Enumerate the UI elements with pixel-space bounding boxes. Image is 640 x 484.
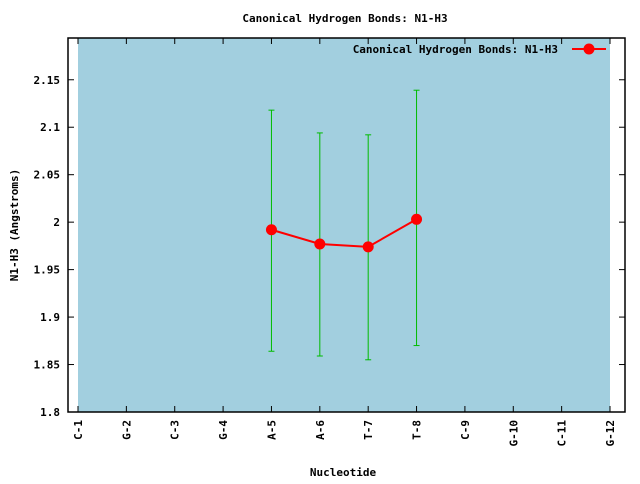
y-tick-label: 1.95 [34, 264, 61, 277]
data-point [411, 213, 423, 225]
y-axis: 1.8 1.85 1.9 1.95 2 2.05 2.1 2.15 [34, 74, 625, 419]
x-tick-label: G-4 [217, 420, 230, 440]
x-tick-label: G-2 [120, 420, 133, 440]
y-tick-label: 2.15 [34, 74, 61, 87]
y-tick-label: 1.8 [40, 406, 60, 419]
x-tick-label: C-1 [72, 420, 85, 440]
legend-marker [583, 43, 595, 55]
y-tick-label: 2.1 [40, 121, 60, 134]
y-tick-label: 2.05 [34, 169, 61, 182]
x-axis: C-1 G-2 C-3 G-4 A-5 A-6 T-7 T-8 C-9 G-10 C-11 G-12 [72, 38, 617, 447]
y-tick-label: 1.9 [40, 311, 60, 324]
data-point [314, 238, 326, 250]
series-layer [265, 89, 423, 361]
x-tick-label: C-3 [169, 420, 182, 440]
data-point [362, 241, 374, 253]
x-axis-label: Nucleotide [310, 466, 377, 479]
x-tick-label: T-8 [411, 420, 424, 440]
legend: Canonical Hydrogen Bonds: N1-H3 [353, 43, 606, 56]
data-point [265, 224, 277, 236]
y-axis-label: N1-H3 (Angstroms) [8, 169, 21, 282]
x-tick-label: C-9 [459, 420, 472, 440]
chart-title: Canonical Hydrogen Bonds: N1-H3 [242, 12, 447, 25]
legend-label: Canonical Hydrogen Bonds: N1-H3 [353, 43, 558, 56]
x-tick-label: A-6 [314, 420, 327, 440]
x-tick-label: T-7 [362, 420, 375, 440]
y-tick-label: 1.85 [34, 359, 61, 372]
y-tick-label: 2 [53, 216, 60, 229]
x-tick-label: A-5 [265, 420, 278, 440]
plot-frame [67, 37, 626, 413]
x-tick-label: G-10 [507, 420, 520, 447]
x-tick-label: C-11 [556, 420, 569, 447]
series-line [271, 218, 418, 248]
plot-background [78, 38, 610, 412]
x-tick-label: G-12 [604, 420, 617, 447]
